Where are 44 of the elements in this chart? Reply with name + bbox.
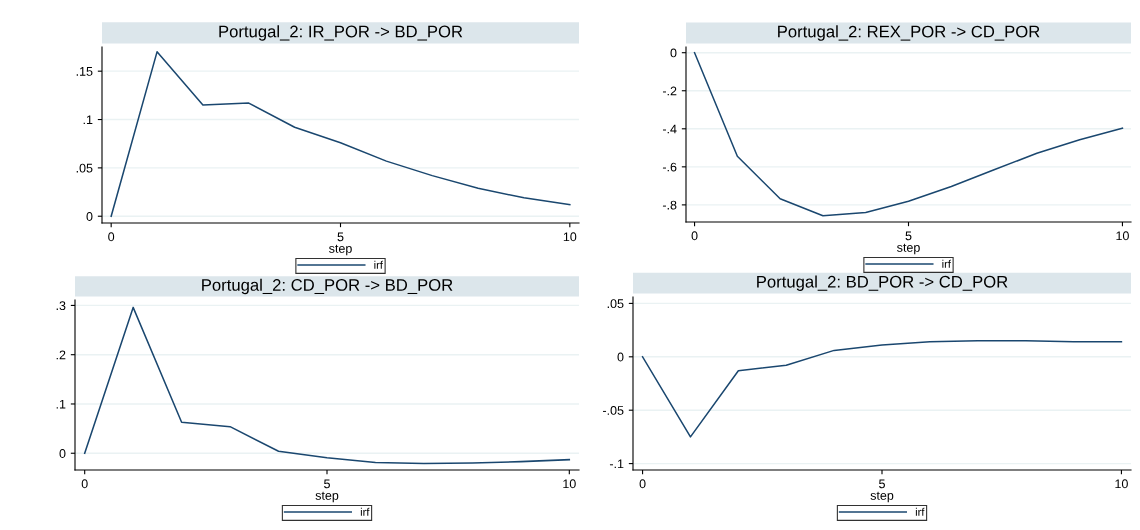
y-tick-label: -.8 (662, 200, 677, 210)
x-tick-label: 0 (639, 479, 646, 489)
line-series (693, 51, 1124, 217)
x-tick-label: 0 (108, 232, 115, 242)
text: irf (360, 507, 370, 516)
y-tick-label: .1 (83, 115, 93, 125)
x-axis-title: step (329, 244, 352, 256)
line-series (110, 51, 571, 217)
y-tick-label: -.1 (609, 459, 624, 469)
x-tick-label: 10 (1116, 231, 1129, 241)
text: irf (374, 260, 383, 269)
y-tick-label: -.6 (662, 162, 677, 172)
text: irf (942, 259, 951, 268)
y-tick-label: 0 (670, 48, 677, 58)
y-tick-label: 0 (86, 212, 93, 221)
y-tick-label: .3 (56, 301, 66, 311)
x-tick-label: 5 (324, 479, 330, 489)
x-tick-label: 0 (691, 231, 698, 241)
y-tick-label: 0 (617, 352, 624, 362)
chart-title: Portugal_2: BD_POR -> CD_POR (757, 275, 1008, 291)
x-tick-label: 10 (563, 232, 577, 242)
line-series (641, 340, 1123, 438)
chart-title: Portugal_2: CD_POR -> BD_POR (202, 278, 453, 295)
x-axis-title: step (870, 491, 894, 503)
y-tick-label: .05 (607, 299, 624, 309)
y-tick-label: -.05 (602, 406, 624, 415)
y-tick-label: 0 (59, 449, 66, 458)
chart-title: Portugal_2: IR_POR -> BD_POR (219, 25, 463, 41)
y-tick-label: .1 (56, 399, 66, 409)
text: irf (915, 507, 925, 516)
x-tick-label: 5 (905, 231, 912, 241)
y-tick-label: .05 (76, 163, 93, 173)
chart-title: Portugal_2: REX_POR -> CD_POR (778, 25, 1040, 41)
y-tick-label: .2 (56, 350, 66, 360)
line-series (83, 306, 571, 465)
x-axis-title: step (315, 491, 339, 503)
x-tick-label: 10 (1115, 479, 1128, 489)
y-tick-label: -.4 (662, 124, 677, 134)
y-tick-label: .15 (76, 67, 93, 76)
x-tick-label: 5 (879, 479, 885, 489)
x-tick-label: 10 (563, 479, 576, 489)
y-tick-label: -.2 (662, 86, 677, 96)
x-tick-label: 5 (337, 232, 344, 242)
x-axis-title: step (897, 243, 920, 255)
